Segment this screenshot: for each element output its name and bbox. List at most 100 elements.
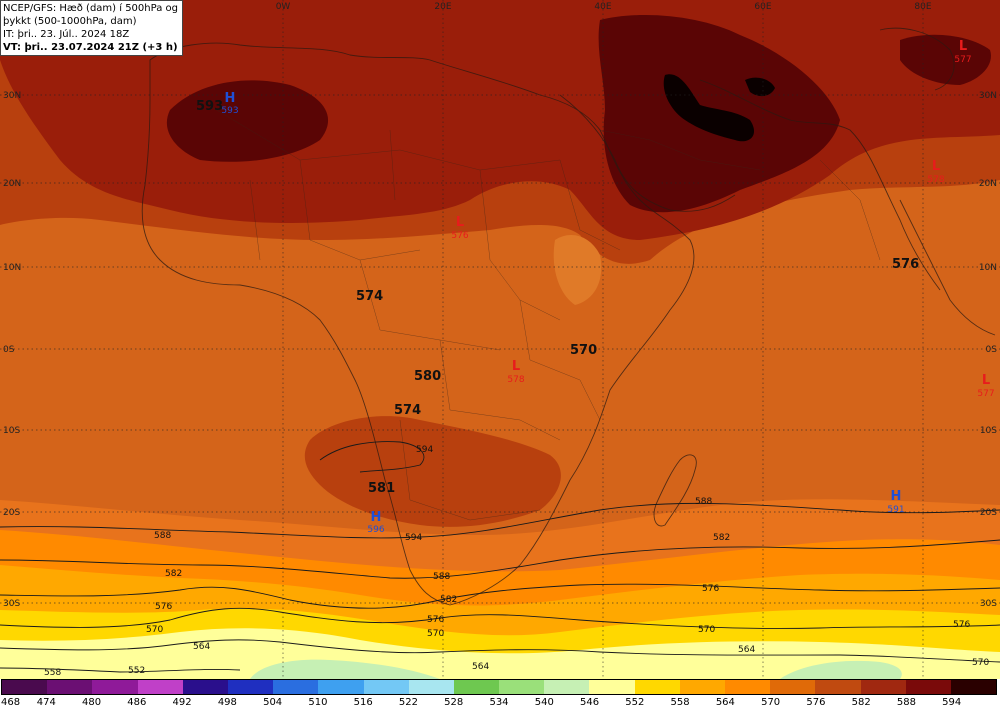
colorbar-tick-label: 552 bbox=[625, 697, 645, 708]
lat-label: 20S bbox=[980, 508, 997, 518]
svg-text:H: H bbox=[891, 489, 902, 504]
contour-label: 576 bbox=[155, 602, 172, 612]
thickness-582-south bbox=[304, 416, 561, 527]
svg-text:L: L bbox=[932, 159, 940, 174]
colorbar-ticks: 468 474 480 486 492 498 504 510 516 522 528 534 540 5… bbox=[1, 695, 997, 710]
product-title: NCEP/GFS: Hæð (dam) í 500hPa og bbox=[3, 3, 178, 14]
lat-label: 10N bbox=[979, 263, 997, 273]
contour-label: 570 bbox=[698, 625, 715, 635]
lon-label: 40E bbox=[594, 2, 611, 12]
thickness-value-label: 576 bbox=[892, 257, 919, 272]
contour-label: 588 bbox=[433, 572, 450, 582]
colorbar-swatch bbox=[679, 680, 725, 694]
svg-text:H: H bbox=[371, 510, 382, 525]
colorbar-tick-label: 594 bbox=[942, 697, 962, 708]
contour-label: 552 bbox=[128, 666, 145, 676]
low-center: L 578 bbox=[927, 159, 944, 185]
contour-label: 582 bbox=[440, 595, 457, 605]
contour-label: 570 bbox=[427, 629, 444, 639]
initial-time: IT: þri.. 23. Júl.. 2024 18Z bbox=[3, 29, 130, 40]
colorbar-tick-label: 468 bbox=[1, 697, 21, 708]
contour-label: 570 bbox=[146, 625, 163, 635]
contour-label: 564 bbox=[738, 645, 755, 655]
lat-label: 10S bbox=[980, 426, 997, 436]
thickness-540-band bbox=[250, 659, 902, 679]
product-subtitle: þykkt (500-1000hPa, dam) bbox=[3, 16, 137, 27]
colorbar-swatch bbox=[273, 680, 319, 694]
contour-label: 570 bbox=[972, 658, 989, 668]
lat-label: 20N bbox=[3, 179, 21, 189]
contour-label: 576 bbox=[953, 620, 970, 630]
high-center: H 596 bbox=[367, 510, 384, 535]
colorbar-tick-label: 486 bbox=[127, 697, 147, 708]
high-center: H 593 bbox=[221, 91, 238, 116]
svg-text:578: 578 bbox=[927, 175, 944, 185]
contour-label: 558 bbox=[44, 668, 61, 678]
colorbar-swatch bbox=[47, 680, 93, 694]
lat-label: 30N bbox=[3, 91, 21, 101]
lon-label: 20E bbox=[434, 2, 451, 12]
thickness-value-label: 593 bbox=[196, 99, 223, 114]
height-contours bbox=[0, 441, 1000, 673]
colorbar-swatch bbox=[2, 680, 48, 694]
lat-label: 30N bbox=[979, 91, 997, 101]
map-info-box: NCEP/GFS: Hæð (dam) í 500hPa og þykkt (5… bbox=[0, 0, 183, 56]
lat-label: 30S bbox=[3, 599, 20, 609]
colorbar-tick-label: 498 bbox=[217, 697, 237, 708]
colorbar-tick-label: 582 bbox=[851, 697, 871, 708]
colorbar-swatch bbox=[634, 680, 680, 694]
colorbar-swatches bbox=[1, 679, 997, 695]
colorbar-swatch bbox=[137, 680, 183, 694]
low-center: L 577 bbox=[954, 39, 971, 65]
contour-label: 564 bbox=[472, 662, 489, 672]
colorbar-tick-label: 534 bbox=[489, 697, 509, 708]
svg-text:L: L bbox=[512, 359, 520, 374]
colorbar-tick-label: 588 bbox=[896, 697, 916, 708]
low-center: L 577 bbox=[977, 373, 994, 399]
thickness-value-label: 570 bbox=[570, 343, 597, 358]
colorbar-swatch bbox=[499, 680, 545, 694]
lat-label: 0S bbox=[986, 345, 998, 355]
contour-label: 588 bbox=[695, 497, 712, 507]
lon-label: 60E bbox=[754, 2, 771, 12]
lon-label: 80E bbox=[914, 2, 931, 12]
thickness-max-core bbox=[745, 77, 775, 97]
colorbar-tick-label: 516 bbox=[353, 697, 373, 708]
contour-label: 594 bbox=[405, 533, 422, 543]
colorbar-tick-label: 540 bbox=[534, 697, 554, 708]
thickness-value-label: 574 bbox=[394, 403, 421, 418]
contour-label: 594 bbox=[416, 445, 433, 455]
lat-label: 20N bbox=[979, 179, 997, 189]
low-center: L 576 bbox=[451, 215, 468, 241]
colorbar-swatch bbox=[92, 680, 138, 694]
contour-label: 576 bbox=[702, 584, 719, 594]
colorbar-swatch bbox=[770, 680, 816, 694]
colorbar-tick-label: 564 bbox=[715, 697, 735, 708]
low-center: L 578 bbox=[507, 359, 524, 385]
colorbar-tick-label: 576 bbox=[806, 697, 826, 708]
lon-label: 0W bbox=[276, 2, 291, 12]
thickness-594-band bbox=[166, 80, 329, 162]
colorbar-tick-label: 570 bbox=[761, 697, 781, 708]
colorbar-tick-label: 522 bbox=[398, 697, 418, 708]
lat-lon-grid bbox=[0, 0, 1000, 679]
colorbar-swatch bbox=[227, 680, 274, 694]
contour-label: 564 bbox=[193, 642, 210, 652]
svg-text:576: 576 bbox=[451, 231, 468, 241]
lat-label: 0S bbox=[3, 345, 15, 355]
colorbar-swatch bbox=[544, 680, 590, 694]
colorbar-tick-label: 510 bbox=[308, 697, 328, 708]
svg-text:L: L bbox=[982, 373, 990, 388]
lat-label: 20S bbox=[3, 508, 20, 518]
colorbar-swatch bbox=[408, 680, 454, 694]
colorbar-tick-label: 528 bbox=[444, 697, 464, 708]
colorbar-swatch bbox=[860, 680, 906, 694]
coastlines bbox=[141, 27, 996, 606]
lat-label: 10S bbox=[3, 426, 20, 436]
contour-label: 576 bbox=[427, 615, 444, 625]
colorbar-swatch bbox=[725, 680, 771, 694]
lat-label: 30S bbox=[980, 599, 997, 609]
colorbar-swatch bbox=[905, 680, 951, 694]
svg-text:593: 593 bbox=[221, 106, 238, 116]
colorbar-tick-label: 492 bbox=[172, 697, 192, 708]
